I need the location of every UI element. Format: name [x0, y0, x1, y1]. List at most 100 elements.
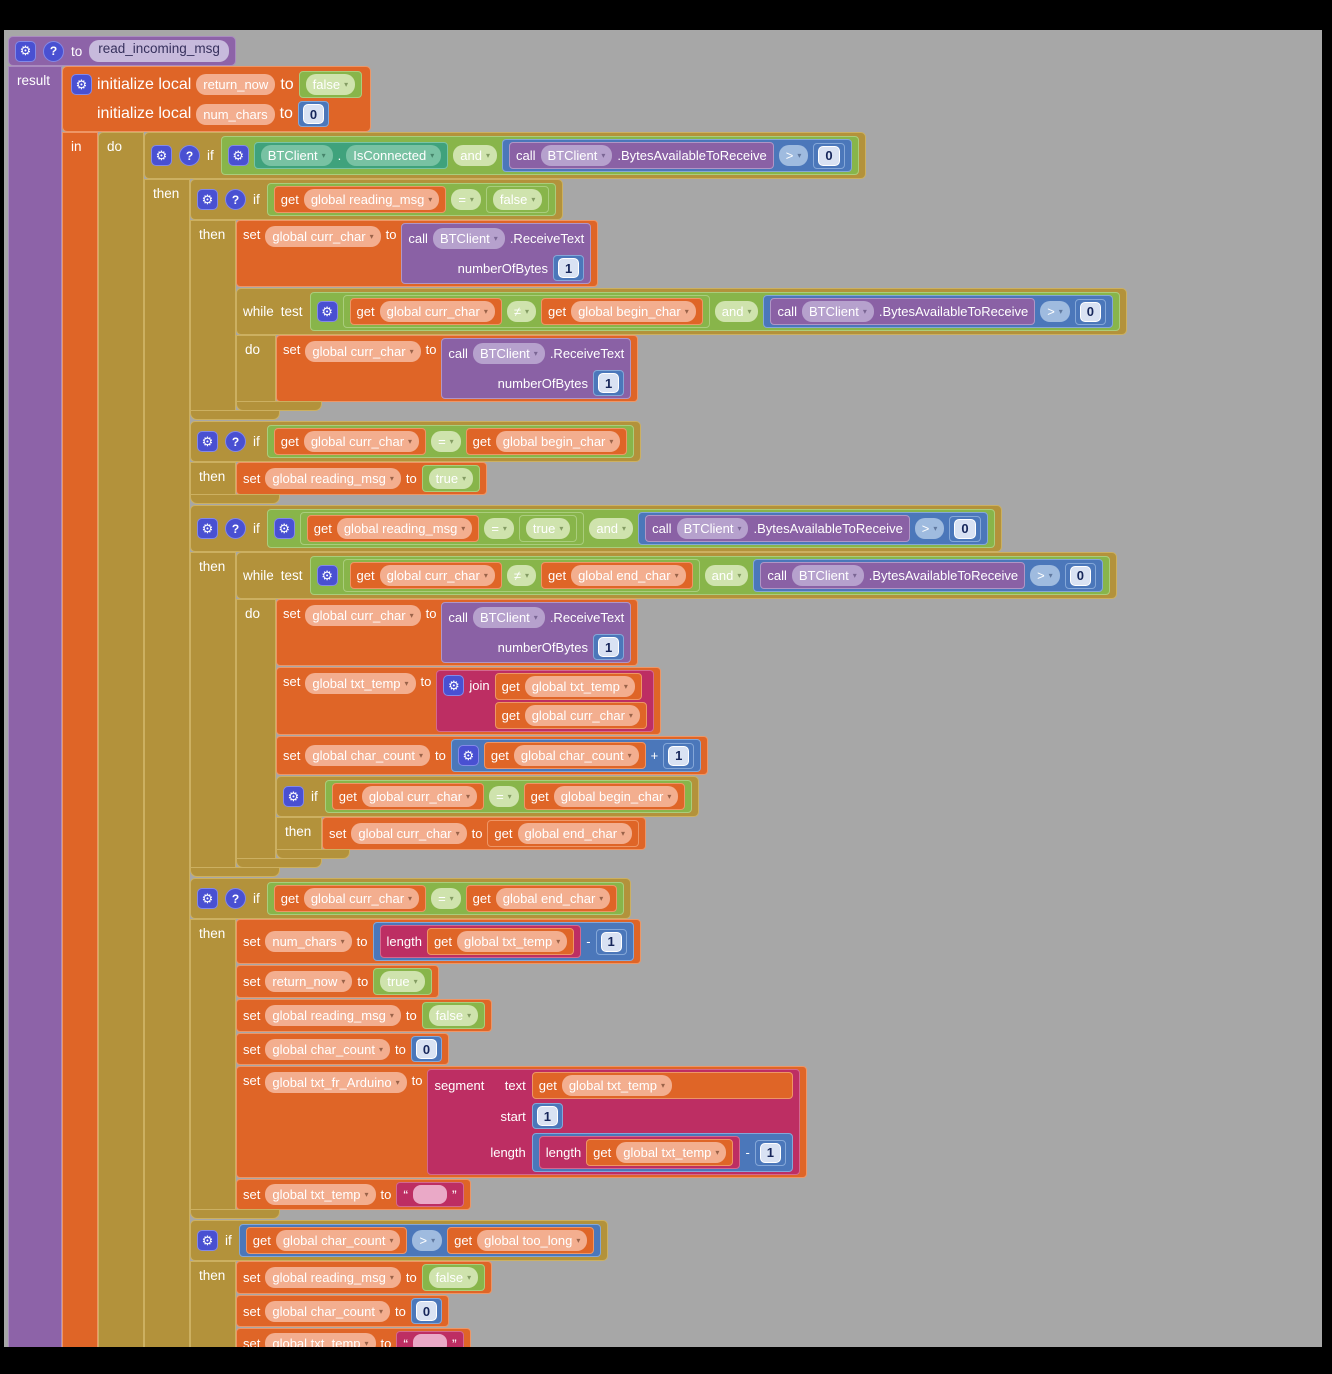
logic-boolean-block[interactable]: false [421, 1264, 486, 1291]
variable-dropdown[interactable]: global curr_char [361, 786, 478, 807]
variable-dropdown[interactable]: global curr_char [303, 431, 420, 452]
compare-operator-dropdown[interactable]: = [484, 518, 514, 539]
logic-boolean-block[interactable]: true [518, 515, 578, 542]
compare-operator-dropdown[interactable]: = [431, 888, 461, 909]
component-property-block[interactable]: BTClient . IsConnected [253, 142, 449, 169]
init-local-return-now-row[interactable]: ⚙ initialize local return_now to false [71, 71, 363, 98]
component-dropdown[interactable]: BTClient [432, 227, 505, 249]
component-dropdown[interactable]: BTClient [472, 606, 545, 628]
boolean-dropdown[interactable]: true [428, 468, 474, 489]
number-field[interactable]: 0 [302, 104, 325, 124]
variable-get-block[interactable]: get global char_count [483, 742, 646, 769]
variable-dropdown[interactable]: global reading_msg [265, 1267, 401, 1288]
compare-operator-dropdown[interactable]: = [451, 189, 481, 210]
variable-dropdown[interactable]: global reading_msg [303, 189, 440, 210]
number-block[interactable]: 0 [410, 1298, 443, 1324]
mutator-gear-icon[interactable]: ⚙ [197, 888, 218, 909]
while-block-seek-begin[interactable]: while test ⚙ get global curr_char [236, 288, 1128, 411]
help-icon[interactable]: ? [225, 888, 246, 909]
compare-operator-dropdown[interactable]: = [431, 431, 461, 452]
logic-compare-block[interactable]: get global curr_char = get global begin_ch… [324, 780, 693, 813]
procedure-name-field[interactable]: read_incoming_msg [89, 40, 229, 62]
boolean-dropdown[interactable]: false [305, 74, 356, 95]
set-variable-block[interactable]: set global char_count to 0 [236, 1033, 450, 1065]
math-operator-dropdown[interactable]: > [778, 145, 809, 166]
mutator-gear-icon[interactable]: ⚙ [71, 74, 92, 95]
init-local-num-chars-row[interactable]: initialize local num_chars to 0 [97, 101, 362, 127]
variable-dropdown[interactable]: global end_char [517, 823, 633, 844]
logic-boolean-block[interactable]: true [421, 465, 481, 492]
variable-dropdown[interactable]: global txt_temp [265, 1333, 376, 1347]
number-block[interactable]: 0 [1074, 298, 1107, 325]
set-variable-block[interactable]: set global curr_char to get global end_ch… [322, 817, 647, 850]
variable-dropdown[interactable]: global char_count [305, 745, 430, 766]
component-dropdown[interactable]: BTClient [472, 342, 545, 364]
if-block-reading-true[interactable]: ⚙ ? if ⚙ get global reading_msg [190, 505, 1117, 877]
math-add-block[interactable]: ⚙ get global char_count + 1 [450, 739, 702, 772]
component-dropdown[interactable]: BTClient [676, 518, 749, 539]
variable-dropdown[interactable]: global curr_char [379, 301, 495, 322]
variable-dropdown[interactable]: global txt_temp [561, 1075, 673, 1096]
mutator-gear-icon[interactable]: ⚙ [273, 518, 295, 539]
set-variable-block[interactable]: set global char_count to 0 [236, 1295, 450, 1327]
logic-compare-block[interactable]: get global reading_msg = true [299, 512, 585, 545]
help-icon[interactable]: ? [179, 145, 200, 166]
mutator-gear-icon[interactable]: ⚙ [197, 431, 218, 452]
variable-dropdown[interactable]: global too_long [477, 1230, 588, 1251]
math-compare-block[interactable]: get global char_count > get global too_lon… [238, 1224, 602, 1257]
do-result-block[interactable]: do ⚙ ? if ⚙ [98, 132, 1128, 1347]
boolean-dropdown[interactable]: true [525, 518, 571, 539]
set-variable-block[interactable]: set global reading_msg to false [236, 999, 493, 1032]
logic-and-block[interactable]: ⚙ BTClient . IsConnected and [220, 136, 859, 175]
variable-get-block[interactable]: get global curr_char [349, 562, 502, 589]
variable-get-block[interactable]: get global char_count [245, 1227, 408, 1254]
set-variable-block[interactable]: set global reading_msg to false [236, 1261, 493, 1294]
variable-get-block[interactable]: get global curr_char [273, 885, 427, 912]
component-dropdown[interactable]: BTClient [260, 145, 333, 166]
variable-get-block[interactable]: get global begin_char [465, 428, 628, 455]
local-name-field[interactable]: num_chars [196, 103, 275, 125]
boolean-dropdown[interactable]: false [492, 189, 543, 210]
set-variable-block[interactable]: set global txt_fr_Arduino to segment [236, 1066, 808, 1178]
variable-get-block[interactable]: get global too_long [447, 1227, 595, 1254]
number-field[interactable]: 0 [1079, 301, 1102, 322]
number-block[interactable]: 0 [1064, 562, 1096, 589]
number-field[interactable]: 1 [558, 258, 580, 278]
component-dropdown[interactable]: BTClient [801, 301, 874, 322]
set-variable-block[interactable]: set global curr_char to callBTClient.Rec… [276, 599, 639, 666]
mutator-gear-icon[interactable]: ⚙ [316, 301, 338, 322]
logic-boolean-block[interactable]: false [421, 1002, 486, 1029]
math-compare-block[interactable]: call BTClient .BytesAvailableToReceive > 0 [753, 559, 1103, 592]
variable-get-block[interactable]: get global curr_char [331, 783, 485, 810]
length-block[interactable]: length get global txt_temp [538, 1136, 741, 1169]
set-variable-block[interactable]: set num_chars to length [236, 919, 641, 964]
variable-get-block[interactable]: get global begin_char [541, 298, 703, 325]
procedure-header[interactable]: ⚙ ? to read_incoming_msg [8, 36, 236, 66]
and-operator-dropdown[interactable]: and [714, 301, 759, 322]
variable-get-block[interactable]: get global curr_char [349, 298, 502, 325]
number-block[interactable]: 1 [593, 634, 625, 660]
logic-and-block[interactable]: ⚙ get global reading_msg = true and [266, 509, 995, 548]
variable-dropdown[interactable]: num_chars [265, 931, 352, 952]
math-compare-block[interactable]: call BTClient .BytesAvailableToReceive > 0 [763, 295, 1114, 328]
mutator-gear-icon[interactable]: ⚙ [151, 145, 172, 166]
math-operator-dropdown[interactable]: > [914, 518, 945, 539]
variable-get-block[interactable]: get global curr_char [273, 428, 427, 455]
math-operator-dropdown[interactable]: > [412, 1230, 443, 1251]
mutator-gear-icon[interactable]: ⚙ [316, 565, 338, 586]
math-compare-block[interactable]: call BTClient .BytesAvailableToReceive > 0 [638, 512, 988, 545]
segment-text-block[interactable]: segment text get global txt_temp start 1 [427, 1069, 801, 1175]
logic-compare-block[interactable]: get global curr_char ≠ get global end_char [342, 559, 700, 592]
number-field[interactable]: 1 [600, 931, 622, 952]
number-field[interactable]: 1 [668, 745, 690, 766]
compare-operator-dropdown[interactable]: = [489, 786, 519, 807]
variable-dropdown[interactable]: global txt_temp [616, 1142, 727, 1163]
call-bytesavailable-block[interactable]: call BTClient .BytesAvailableToReceive [508, 142, 774, 169]
variable-get-block[interactable]: get global txt_temp [531, 1072, 794, 1099]
set-variable-block[interactable]: set global txt_temp to ⚙ join [276, 667, 661, 735]
variable-get-block[interactable]: get global end_char [541, 562, 693, 589]
math-subtract-block[interactable]: length get global txt_temp - 1 [531, 1133, 794, 1172]
math-compare-block[interactable]: call BTClient .BytesAvailableToReceive >… [501, 139, 852, 172]
